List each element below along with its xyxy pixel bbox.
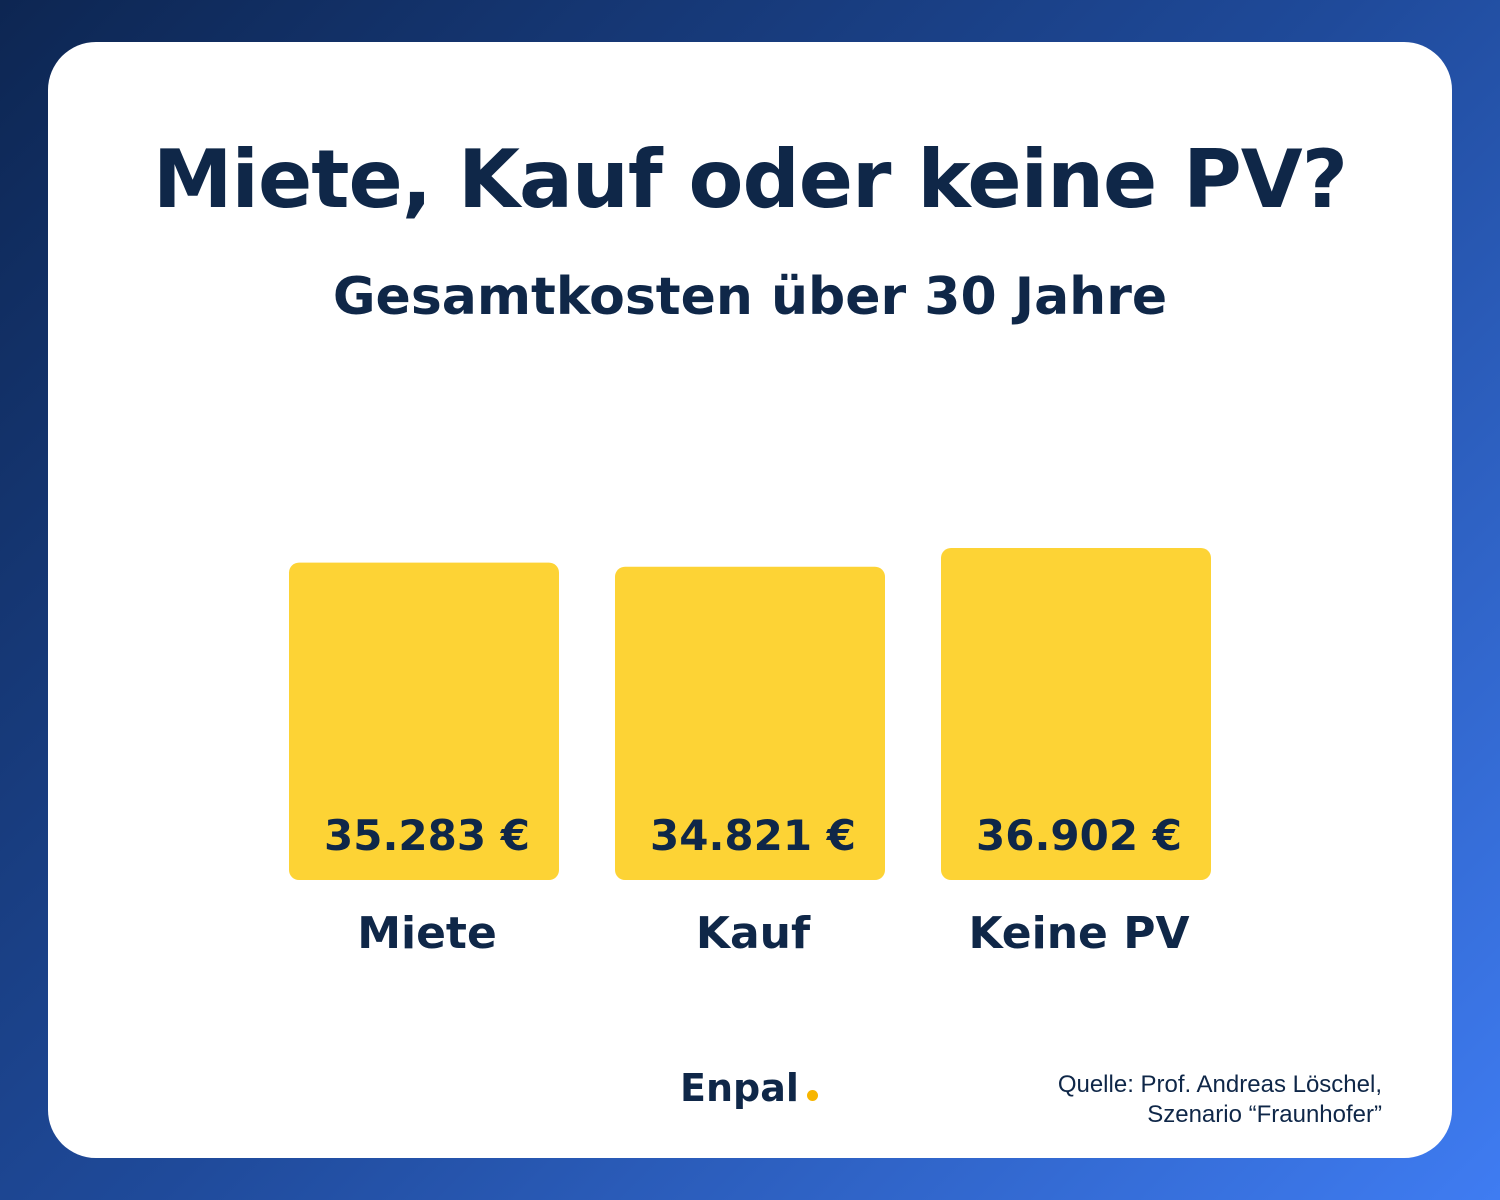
bar-miete [289, 562, 559, 880]
source-note: Quelle: Prof. Andreas Löschel, Szenario … [1058, 1070, 1382, 1130]
value-label: 34.821 € [650, 811, 856, 860]
source-line-1: Quelle: Prof. Andreas Löschel, [1057, 1071, 1382, 1098]
enpal-logo: Enpal [680, 1060, 818, 1116]
bar-kauf [615, 566, 885, 880]
chart-title: Miete, Kauf oder keine PV? [152, 133, 1348, 226]
value-label: 35.283 € [324, 811, 530, 860]
category-label: Keine PV [968, 908, 1189, 959]
bar-keine-pv [941, 548, 1211, 880]
value-label: 36.902 € [976, 811, 1182, 860]
category-label: Miete [357, 908, 497, 959]
source-line-2: Szenario “Fraunhofer” [1147, 1101, 1382, 1128]
logo-dot-icon [806, 1090, 818, 1101]
chart-subtitle: Gesamtkosten über 30 Jahre [332, 267, 1168, 327]
category-label: Kauf [696, 908, 811, 959]
logo-text: Enpal [680, 1066, 799, 1110]
